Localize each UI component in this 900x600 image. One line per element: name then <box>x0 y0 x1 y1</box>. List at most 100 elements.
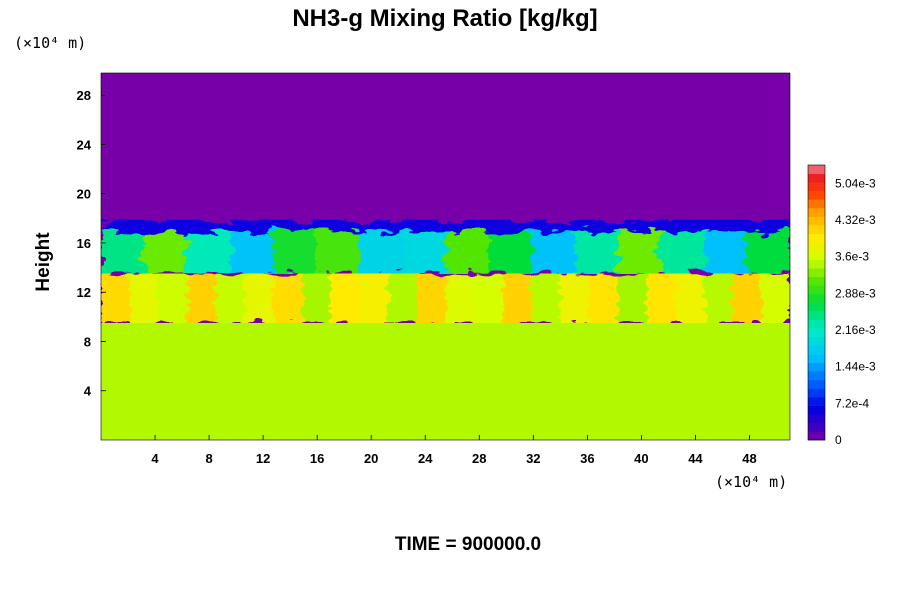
x-tick-label: 28 <box>472 451 486 466</box>
colorbar-level <box>808 225 825 235</box>
colorbar-level <box>808 173 825 183</box>
y-axis-ticks: 4 8 12 16 20 24 28 <box>77 88 106 399</box>
y-tick-label: 4 <box>84 384 92 399</box>
enhanced-band-cell <box>187 273 217 324</box>
x-tick-label: 4 <box>151 451 159 466</box>
y-tick-label: 12 <box>77 285 91 300</box>
x-tick-label: 20 <box>364 451 378 466</box>
colorbar-tick-label: 4.32e-3 <box>835 213 876 227</box>
colorbar-tick-label: 1.44e-3 <box>835 360 876 374</box>
enhanced-band-cell <box>560 273 591 324</box>
y-tick-label: 16 <box>77 236 91 251</box>
x-tick-label: 36 <box>580 451 594 466</box>
colorbar-level <box>808 319 825 329</box>
colorbar-tick-label: 7.2e-4 <box>835 396 869 410</box>
enhanced-band-cell <box>646 273 677 324</box>
colorbar-level <box>808 165 825 174</box>
colorbar-level <box>808 268 825 278</box>
y-tick-label: 20 <box>77 187 91 202</box>
enhanced-band-cell <box>129 273 160 324</box>
enhanced-band-cell <box>244 273 275 324</box>
colorbar-level <box>808 285 825 295</box>
enhanced-band-cell <box>215 273 246 324</box>
colorbar-level <box>808 362 825 372</box>
colorbar <box>807 164 826 441</box>
colorbar-tick-label: 2.16e-3 <box>835 323 876 337</box>
colorbar-level <box>808 182 825 192</box>
colorbar-level <box>808 242 825 252</box>
y-axis-label: Height <box>33 232 54 292</box>
colorbar-level <box>808 276 825 286</box>
enhanced-band-cell <box>761 273 790 324</box>
time-label: TIME = 900000.0 <box>395 534 541 555</box>
enhanced-band-cell <box>732 273 763 324</box>
plot-frame <box>100 72 791 441</box>
enhanced-band-cell <box>703 273 734 324</box>
enhanced-band-cell <box>273 273 303 324</box>
colorbar-level <box>808 190 825 200</box>
colorbar-level <box>808 422 825 432</box>
colorbar-level <box>808 345 825 355</box>
colorbar-tick-label: 3.6e-3 <box>835 250 869 264</box>
x-axis-unit: (×10⁴ m) <box>715 473 787 491</box>
enhanced-band-cell <box>445 273 476 324</box>
colorbar-level <box>808 207 825 217</box>
colorbar-level <box>808 431 825 441</box>
enhanced-band-cell <box>388 273 418 324</box>
enhanced-band-cell <box>158 273 189 324</box>
colorbar-level <box>808 388 825 398</box>
enhanced-band-cell <box>474 273 504 324</box>
enhanced-band-cell <box>617 273 648 324</box>
colorbar-level <box>808 336 825 346</box>
enhanced-band-cell <box>502 273 533 324</box>
colorbar-level <box>808 397 825 406</box>
enhanced-band-cell <box>101 273 131 324</box>
enhanced-band-cell <box>589 273 619 324</box>
colorbar-level <box>808 216 825 226</box>
x-tick-label: 32 <box>526 451 540 466</box>
colorbar-level <box>808 259 825 269</box>
colorbar-level <box>808 233 825 243</box>
enhanced-band-cell <box>416 273 447 324</box>
enhanced-band-cell <box>301 273 332 324</box>
colorbar-level <box>808 414 825 424</box>
x-tick-label: 12 <box>256 451 270 466</box>
colorbar-level <box>808 354 825 363</box>
colorbar-level <box>808 302 825 312</box>
enhanced-band-cell <box>330 273 361 324</box>
y-tick-label: 24 <box>77 137 92 152</box>
colorbar-level <box>808 293 825 303</box>
region-surface-layer <box>101 323 790 440</box>
x-tick-label: 8 <box>205 451 212 466</box>
x-tick-label: 40 <box>634 451 648 466</box>
colorbar-level <box>808 405 825 415</box>
colorbar-level <box>808 371 825 381</box>
heatmap-plot-area <box>101 73 790 440</box>
x-tick-label: 48 <box>742 451 756 466</box>
colorbar-level <box>808 250 825 260</box>
enhanced-band-cell <box>675 273 705 324</box>
colorbar-tick-label: 2.88e-3 <box>835 286 876 300</box>
colorbar-tick-label: 0 <box>835 433 842 447</box>
x-tick-label: 24 <box>418 451 433 466</box>
colorbar-level <box>808 328 825 338</box>
chart-title: NH3-g Mixing Ratio [kg/kg] <box>292 5 597 32</box>
colorbar-level <box>808 379 825 389</box>
mixed-layer-fringe <box>101 219 790 232</box>
colorbar-level <box>808 311 825 320</box>
enhanced-band-cell <box>359 273 390 324</box>
colorbar-frame <box>807 164 826 441</box>
y-axis-unit: (×10⁴ m) <box>14 34 86 52</box>
x-tick-label: 16 <box>310 451 324 466</box>
colorbar-ticks: 0 7.2e-4 1.44e-3 2.16e-3 2.88e-3 3.6e-3 4.32e-… <box>835 176 876 447</box>
colorbar-level <box>808 199 825 209</box>
x-tick-label: 44 <box>688 451 703 466</box>
x-axis-ticks: 4 8 12 16 20 24 28 32 36 40 44 48 <box>151 435 757 466</box>
enhanced-band-cell <box>531 273 562 324</box>
y-tick-label: 28 <box>77 88 91 103</box>
y-tick-label: 8 <box>84 334 91 349</box>
colorbar-tick-label: 5.04e-3 <box>835 176 876 190</box>
region-enhanced-band <box>101 273 790 324</box>
region-mixed-layer <box>101 219 790 274</box>
